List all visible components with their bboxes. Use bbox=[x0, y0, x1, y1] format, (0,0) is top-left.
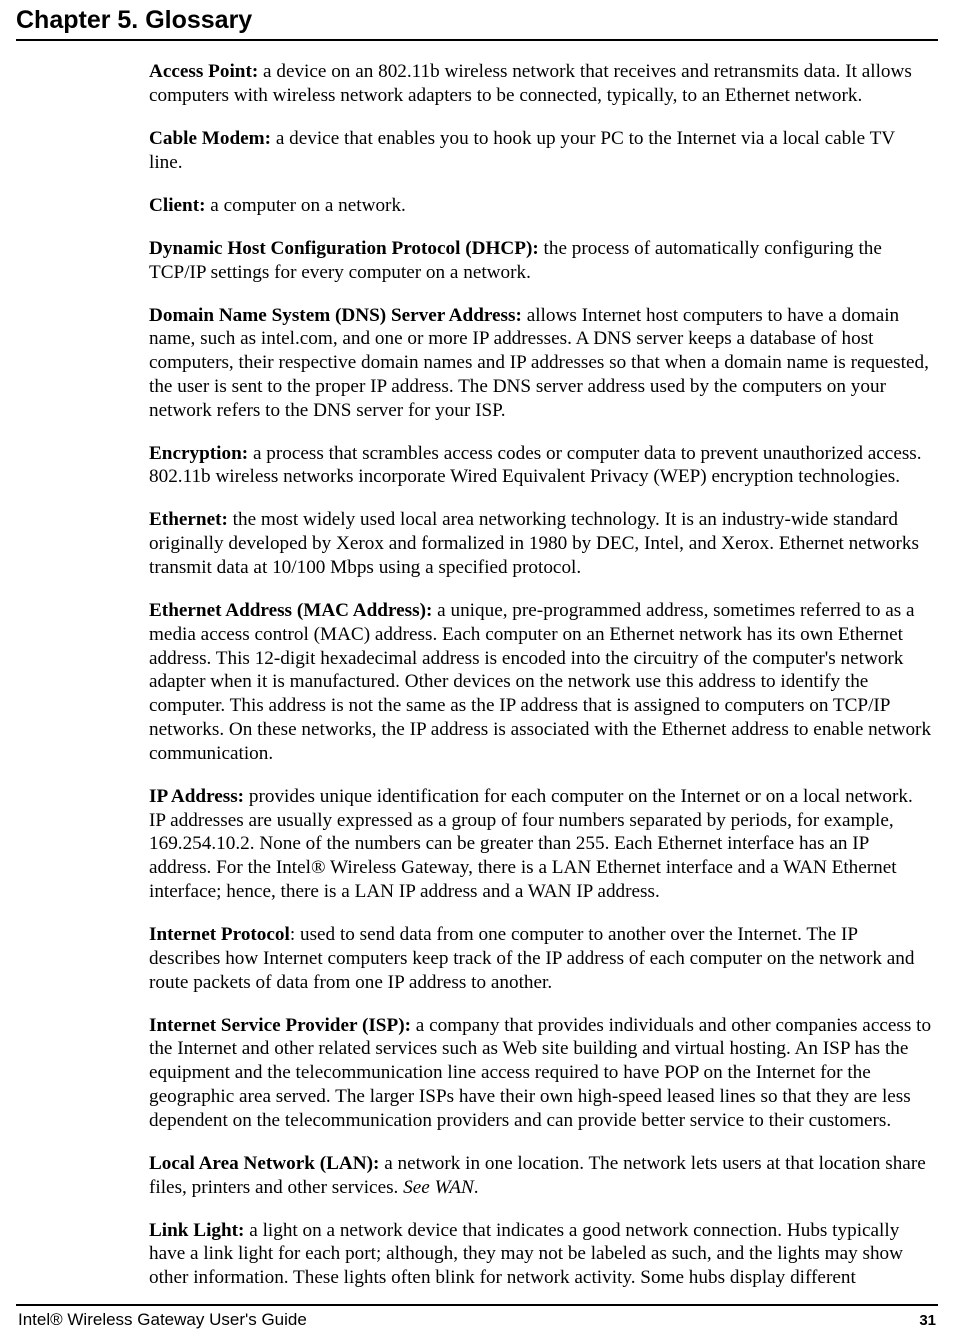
footer-rule bbox=[16, 1304, 938, 1306]
page-number: 31 bbox=[919, 1312, 936, 1329]
glossary-tail: . bbox=[474, 1177, 479, 1198]
glossary-term: Access Point: bbox=[149, 61, 263, 82]
glossary-def: a light on a network device that indicat… bbox=[149, 1220, 903, 1289]
glossary-entry: Ethernet Address (MAC Address): a unique… bbox=[149, 599, 932, 766]
footer-guide-title: Intel® Wireless Gateway User's Guide bbox=[18, 1310, 307, 1330]
glossary-term: Dynamic Host Configuration Protocol (DHC… bbox=[149, 238, 544, 259]
title-rule bbox=[16, 39, 938, 41]
glossary-entry: Internet Protocol: used to send data fro… bbox=[149, 923, 932, 994]
glossary-term: Link Light: bbox=[149, 1220, 249, 1241]
glossary-def: a device on an 802.11b wireless network … bbox=[149, 61, 912, 106]
glossary-entry: Encryption: a process that scrambles acc… bbox=[149, 442, 932, 490]
glossary-term: Internet Protocol bbox=[149, 924, 290, 945]
glossary-entry: Cable Modem: a device that enables you t… bbox=[149, 127, 932, 175]
glossary-term: Local Area Network (LAN): bbox=[149, 1153, 384, 1174]
glossary-term: Client: bbox=[149, 195, 210, 216]
glossary-def: a process that scrambles access codes or… bbox=[149, 443, 922, 488]
glossary-entry: Link Light: a light on a network device … bbox=[149, 1219, 932, 1290]
glossary-entry: Local Area Network (LAN): a network in o… bbox=[149, 1152, 932, 1200]
glossary-term: IP Address: bbox=[149, 786, 249, 807]
chapter-title: Chapter 5. Glossary bbox=[16, 6, 938, 35]
glossary-entry: Domain Name System (DNS) Server Address:… bbox=[149, 304, 932, 423]
glossary-entry: Ethernet: the most widely used local are… bbox=[149, 508, 932, 579]
glossary-def: provides unique identification for each … bbox=[149, 786, 913, 902]
glossary-def: the most widely used local area networki… bbox=[149, 509, 919, 578]
glossary-term: Encryption: bbox=[149, 443, 253, 464]
glossary-entry: Client: a computer on a network. bbox=[149, 194, 932, 218]
glossary-content: Access Point: a device on an 802.11b wir… bbox=[149, 60, 932, 1290]
glossary-term: Internet Service Provider (ISP): bbox=[149, 1015, 416, 1036]
glossary-def: a unique, pre-programmed address, someti… bbox=[149, 600, 931, 764]
glossary-term: Ethernet Address (MAC Address): bbox=[149, 600, 437, 621]
glossary-def: a computer on a network. bbox=[210, 195, 406, 216]
glossary-entry: Internet Service Provider (ISP): a compa… bbox=[149, 1014, 932, 1133]
glossary-term: Ethernet: bbox=[149, 509, 233, 530]
glossary-term: Cable Modem: bbox=[149, 128, 276, 149]
glossary-term: Domain Name System (DNS) Server Address: bbox=[149, 305, 527, 326]
glossary-entry: Access Point: a device on an 802.11b wir… bbox=[149, 60, 932, 108]
page-footer: Intel® Wireless Gateway User's Guide 31 bbox=[16, 1310, 938, 1330]
glossary-see: See WAN bbox=[403, 1177, 474, 1198]
glossary-entry: Dynamic Host Configuration Protocol (DHC… bbox=[149, 237, 932, 285]
glossary-entry: IP Address: provides unique identificati… bbox=[149, 785, 932, 904]
page: Chapter 5. Glossary Access Point: a devi… bbox=[0, 0, 954, 1340]
